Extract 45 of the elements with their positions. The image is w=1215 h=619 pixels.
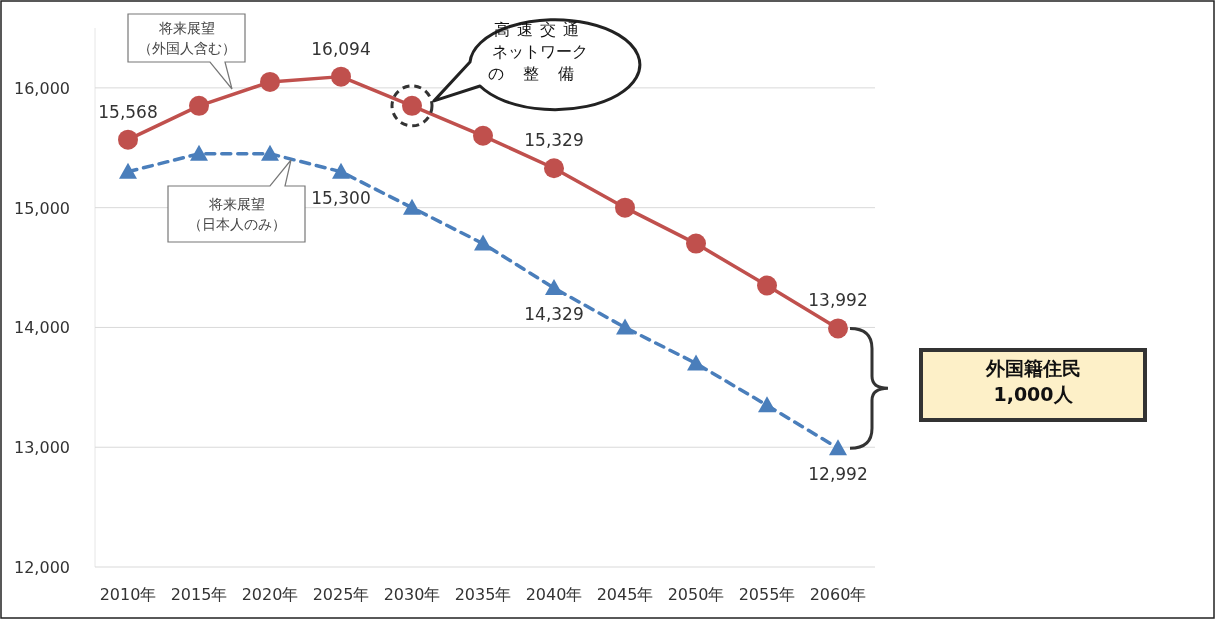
point	[118, 129, 138, 150]
y-tick-label: 12,000	[14, 558, 70, 577]
y-tick-label: 16,000	[14, 78, 70, 98]
x-tick-label: 2015年	[170, 585, 228, 604]
point	[829, 439, 847, 456]
point	[686, 233, 706, 254]
data-label: 12,992	[808, 464, 868, 485]
point	[190, 144, 208, 161]
point	[331, 66, 351, 87]
point	[260, 71, 280, 92]
y-tick-label: 14,000	[14, 318, 70, 338]
point	[189, 95, 209, 116]
x-tick-label: 2030年	[383, 585, 441, 604]
point	[403, 198, 421, 215]
data-label: 13,992	[808, 290, 868, 311]
x-tick-label: 2045年	[596, 585, 654, 604]
point	[474, 234, 492, 251]
data-label: 15,300	[311, 187, 371, 208]
x-tick-label: 2025年	[312, 585, 370, 604]
data-label: 16,094	[311, 38, 371, 59]
y-tick-label: 13,000	[14, 438, 70, 458]
point	[332, 162, 350, 179]
point	[616, 318, 634, 335]
point	[544, 158, 564, 179]
point	[828, 318, 848, 339]
data-label: 15,568	[98, 101, 158, 122]
x-tick-label: 2040年	[525, 585, 583, 604]
point	[687, 354, 705, 371]
x-tick-label: 2050年	[667, 585, 725, 604]
y-tick-label: 15,000	[14, 198, 70, 218]
x-tick-label: 2035年	[454, 585, 512, 604]
point	[545, 279, 563, 296]
point	[758, 396, 776, 413]
data-label: 14,329	[524, 304, 584, 325]
data-label: 15,329	[524, 130, 584, 151]
annotation: 外国籍住民1,000人	[848, 326, 1147, 450]
x-tick-label: 2020年	[241, 585, 299, 604]
x-tick-label: 2060年	[809, 585, 867, 604]
point	[615, 197, 635, 218]
x-tick-label: 2055年	[738, 585, 796, 604]
point	[261, 144, 279, 161]
point	[119, 162, 137, 179]
x-tick-label: 2010年	[99, 585, 157, 604]
point	[473, 125, 493, 146]
point	[757, 275, 777, 296]
